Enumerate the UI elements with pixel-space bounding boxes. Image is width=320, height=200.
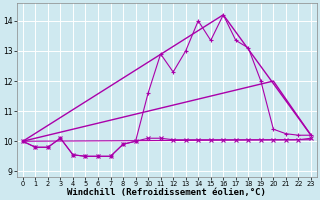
- X-axis label: Windchill (Refroidissement éolien,°C): Windchill (Refroidissement éolien,°C): [68, 188, 266, 197]
